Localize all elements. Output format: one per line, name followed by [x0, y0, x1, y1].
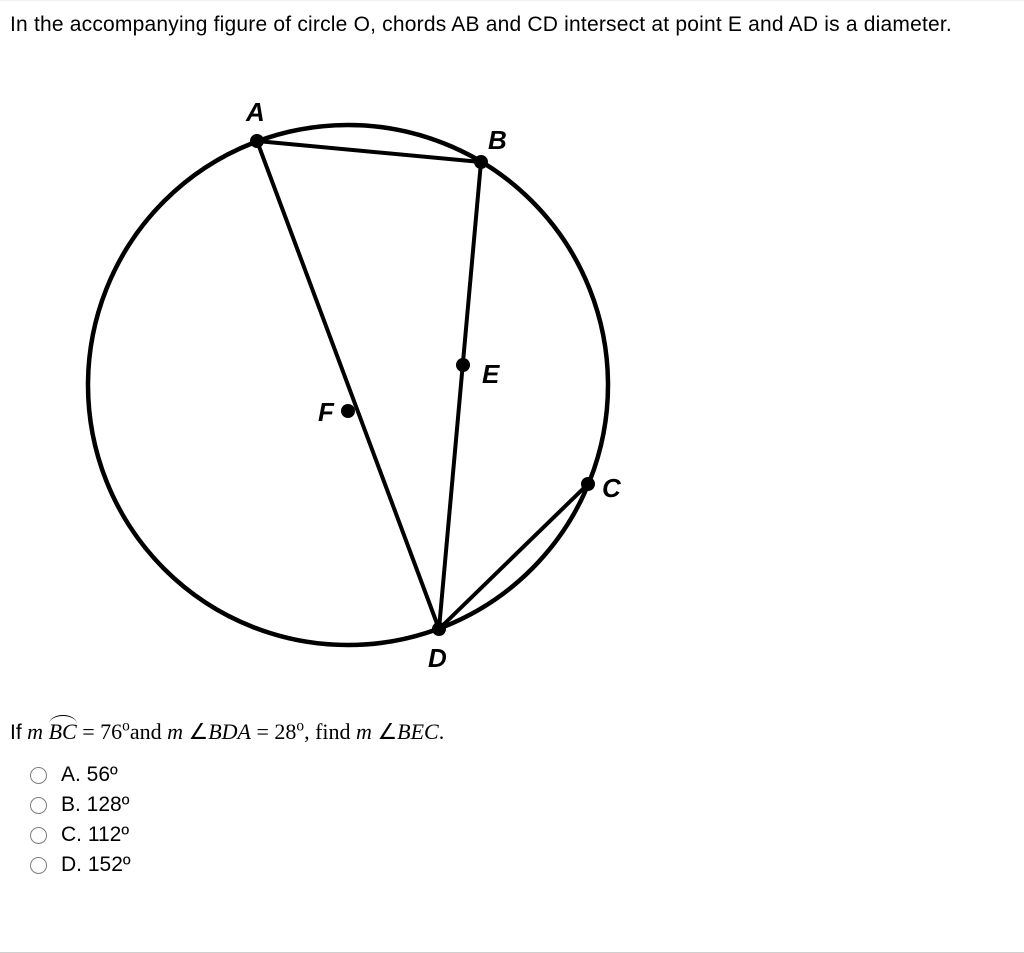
if-word: If — [10, 721, 22, 744]
prompt-period: . — [439, 719, 445, 744]
geometry-diagram: A B C D E F — [28, 55, 668, 695]
option-b[interactable]: B. 128º — [30, 793, 1016, 817]
radio-icon[interactable] — [30, 767, 47, 784]
angle-bda-value: 28 — [274, 719, 296, 744]
question-prompt: If m BC = 76oand m ∠BDA = 28o, find m ∠B… — [10, 719, 1016, 745]
svg-text:F: F — [318, 397, 335, 427]
option-d[interactable]: D. 152º — [30, 853, 1016, 877]
option-c[interactable]: C. 112º — [30, 823, 1016, 847]
option-c-label: C. 112º — [61, 823, 129, 847]
svg-text:E: E — [482, 359, 500, 389]
question-page: In the accompanying figure of circle O, … — [0, 0, 1024, 953]
arc-bc-value: 76 — [100, 719, 122, 744]
and-word: and — [130, 719, 162, 744]
radio-icon[interactable] — [30, 827, 47, 844]
deg-1: o — [122, 718, 130, 735]
option-d-label: D. 152º — [61, 853, 131, 877]
option-a-label: A. 56º — [61, 763, 118, 787]
measure-m-1: m — [27, 719, 43, 744]
option-b-label: B. 128º — [61, 793, 129, 817]
angle-bda: BDA — [208, 719, 251, 744]
svg-text:C: C — [602, 473, 622, 503]
radio-icon[interactable] — [30, 797, 47, 814]
arc-bc: BC — [49, 719, 77, 745]
measure-m-2: m — [167, 719, 183, 744]
answer-options: A. 56º B. 128º C. 112º D. 152º — [30, 763, 1016, 877]
equals-1: = — [82, 719, 100, 744]
find-word: , find — [304, 719, 350, 744]
angle-bec: BEC — [397, 719, 439, 744]
equals-2: = — [256, 719, 274, 744]
svg-text:D: D — [428, 643, 447, 673]
measure-m-3: m — [356, 719, 372, 744]
angle-symbol-1: ∠ — [188, 719, 208, 744]
svg-text:B: B — [488, 125, 507, 155]
angle-symbol-2: ∠ — [377, 719, 397, 744]
question-text: In the accompanying figure of circle O, … — [10, 13, 1016, 37]
radio-icon[interactable] — [30, 857, 47, 874]
option-a[interactable]: A. 56º — [30, 763, 1016, 787]
deg-2: o — [296, 718, 304, 735]
svg-text:A: A — [245, 97, 265, 127]
